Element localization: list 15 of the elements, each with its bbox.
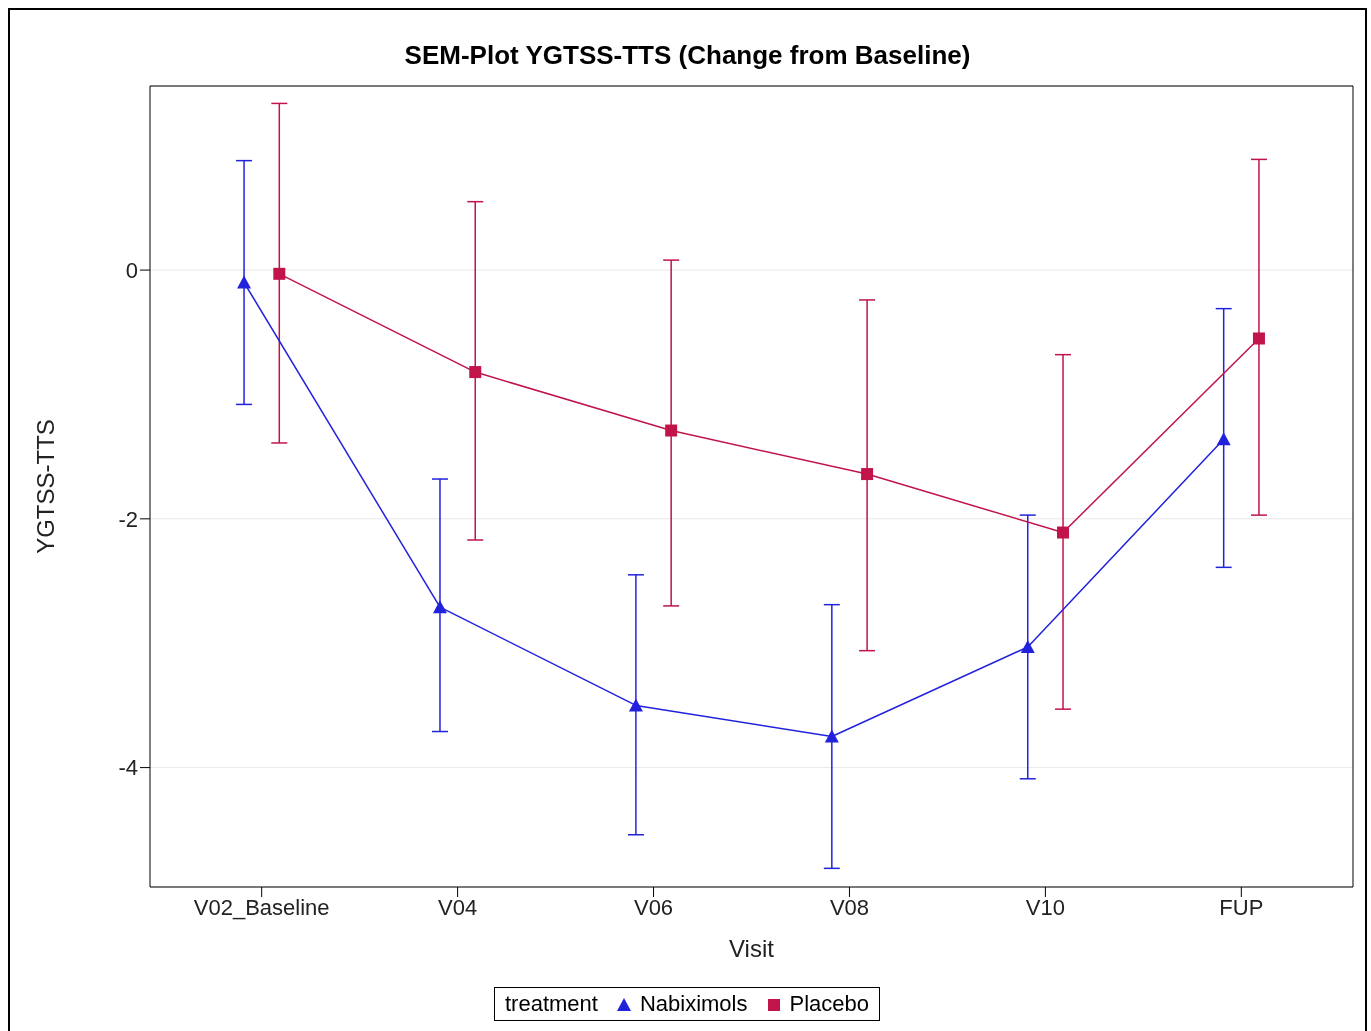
y-tick-label: 0 bbox=[125, 257, 138, 283]
legend-label: Nabiximols bbox=[638, 991, 748, 1017]
x-tick-label: V02_Baseline bbox=[193, 894, 330, 920]
x-tick-label: V04 bbox=[438, 894, 478, 920]
y-axis-title: YGTSS-TTS bbox=[31, 419, 59, 554]
x-tick-label: FUP bbox=[1219, 894, 1264, 920]
chart-title: SEM-Plot YGTSS-TTS (Change from Baseline) bbox=[403, 39, 972, 71]
legend-title: treatment bbox=[504, 991, 598, 1017]
y-tick-label: -2 bbox=[118, 506, 138, 532]
x-tick-label: V08 bbox=[829, 894, 870, 920]
legend-label: Placebo bbox=[788, 991, 870, 1017]
x-axis-title: Visit bbox=[729, 935, 775, 962]
y-tick-label: -4 bbox=[118, 755, 138, 781]
x-tick-label: V06 bbox=[633, 894, 674, 920]
x-tick-label: V10 bbox=[1025, 894, 1065, 920]
